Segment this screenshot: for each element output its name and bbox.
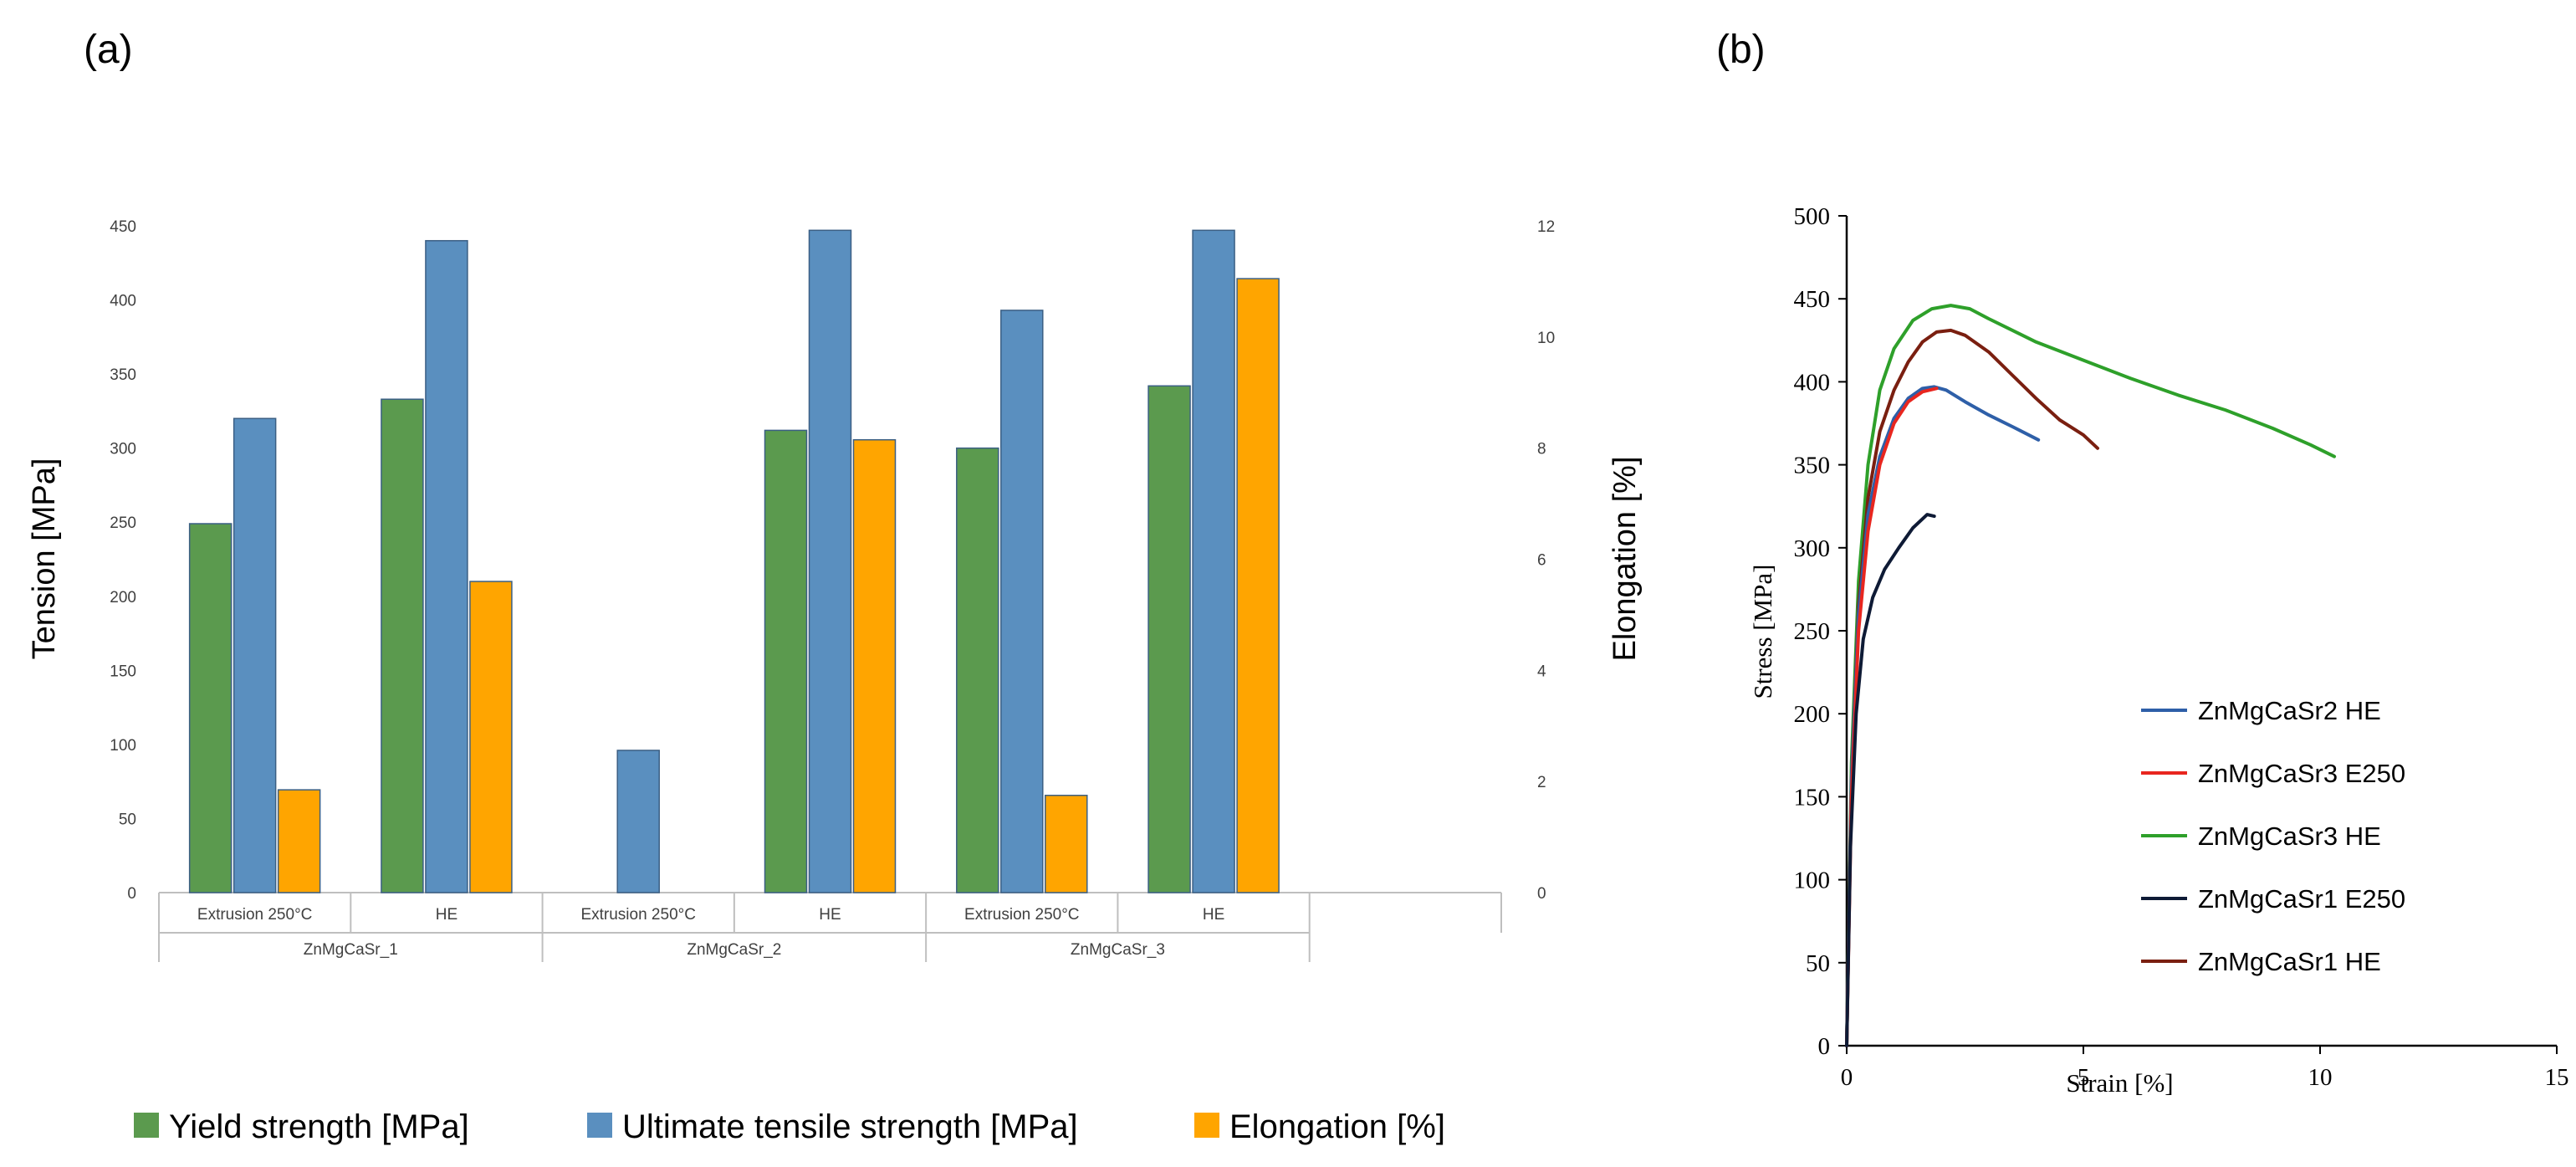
series-line-znmgcasr3-e250 (1845, 386, 1939, 1047)
bar-yield (956, 447, 999, 893)
group-label: ZnMgCaSr_3 (1071, 941, 1165, 959)
chart-a-bar: 0 50 100 150 200 250 300 350 400 450 0 2 4 6 8 10 12 Tens… (27, 218, 1643, 1145)
legend-label: ZnMgCaSr3 E250 (2198, 759, 2405, 788)
category-label: HE (1203, 906, 1224, 924)
x-tick-label: 0 (1841, 1064, 1853, 1091)
y-tick-label: 500 (1794, 203, 1831, 230)
bar-uts (1192, 229, 1235, 893)
group-label: ZnMgCaSr_1 (304, 941, 398, 959)
y-tick-label: 400 (1794, 369, 1831, 396)
panel-label-b: (b) (1716, 28, 1766, 72)
y2-tick-label: 6 (1537, 552, 1546, 570)
y-tick-label: 450 (1794, 286, 1831, 313)
bar-uts (808, 229, 852, 893)
bar-elongation (1236, 278, 1280, 893)
legend-label: Ultimate tensile strength [MPa] (622, 1108, 1078, 1145)
legend-label: ZnMgCaSr1 HE (2198, 947, 2381, 976)
x-tick-label: 15 (2545, 1064, 2569, 1091)
legend-label: Elongation [%] (1229, 1108, 1445, 1145)
category-label: Extrusion 250°C (964, 906, 1080, 924)
y-tick-label: 50 (1806, 950, 1830, 977)
legend-label: ZnMgCaSr1 E250 (2198, 884, 2405, 914)
bar-uts (425, 239, 468, 893)
x-axis-label: Strain [%] (2066, 1068, 2173, 1098)
x-tick-label: 10 (2308, 1064, 2333, 1091)
bar-elongation (852, 438, 897, 893)
y2-axis-label: Elongation [%] (1607, 456, 1643, 661)
category-label: Extrusion 250°C (197, 906, 313, 924)
y-tick-label: 150 (1794, 784, 1831, 811)
y-tick-label: 400 (110, 293, 136, 310)
bar-yield (188, 523, 233, 893)
y-tick-label: 100 (1794, 868, 1831, 894)
bar-yield (381, 398, 424, 893)
bar-yield (764, 429, 808, 893)
series-line-znmgcasr1-he (1845, 328, 2099, 1047)
y2-tick-label: 12 (1537, 218, 1555, 236)
bar-elongation (1045, 795, 1088, 893)
series-line-znmgcasr1-e250 (1845, 513, 1936, 1047)
y-tick-label: 350 (110, 366, 136, 384)
y-tick-label: 50 (119, 811, 136, 828)
y-tick-label: 250 (1794, 618, 1831, 645)
bar-uts (1000, 310, 1044, 893)
y-tick-label: 100 (110, 737, 136, 755)
y-axis-label: Stress [MPa] (1748, 564, 1777, 699)
legend-label: ZnMgCaSr2 HE (2198, 696, 2381, 725)
series-line-znmgcasr3-he (1845, 304, 2336, 1047)
y-tick-label: 250 (110, 514, 136, 532)
y-axis-label: Tension [MPa] (27, 458, 62, 660)
category-label: Extrusion 250°C (580, 906, 696, 924)
category-label: HE (819, 906, 841, 924)
bar-uts (233, 417, 277, 893)
category-label: HE (436, 906, 457, 924)
y2-tick-label: 10 (1537, 330, 1555, 347)
legend-swatch (134, 1113, 159, 1138)
x-tick-label: 5 (2078, 1064, 2090, 1091)
y-tick-label: 200 (110, 589, 136, 607)
y-tick-label: 200 (1794, 701, 1831, 728)
bar-uts (616, 750, 660, 893)
legend-swatch (1194, 1113, 1219, 1138)
chart-b-stress-strain: 0 50 100 150 200 250 300 350 400 450 500 0 5 10 15 Stra… (1748, 203, 2569, 1098)
y-tick-label: 0 (127, 885, 136, 903)
legend-swatch (587, 1113, 612, 1138)
bar-elongation (277, 789, 321, 893)
bar-elongation (469, 581, 513, 893)
y2-tick-label: 8 (1537, 441, 1546, 458)
y2-tick-label: 0 (1537, 885, 1546, 903)
y-tick-label: 300 (1794, 535, 1831, 562)
y2-tick-label: 2 (1537, 774, 1546, 791)
y2-tick-label: 4 (1537, 663, 1546, 680)
y-tick-label: 450 (110, 218, 136, 236)
legend-label: Yield strength [MPa] (169, 1108, 469, 1145)
y-tick-label: 350 (1794, 453, 1831, 479)
group-label: ZnMgCaSr_2 (687, 941, 781, 959)
bar-yield (1147, 385, 1191, 893)
y-tick-label: 300 (110, 441, 136, 458)
y-tick-label: 150 (110, 663, 136, 680)
legend-label: ZnMgCaSr3 HE (2198, 822, 2381, 851)
y-tick-label: 0 (1818, 1033, 1831, 1060)
panel-label-a: (a) (84, 28, 133, 72)
